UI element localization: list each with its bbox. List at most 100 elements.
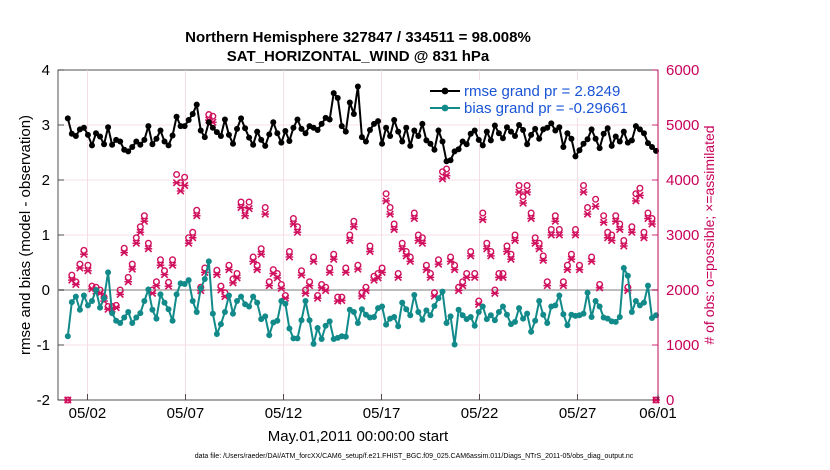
bias-point <box>133 314 140 321</box>
bias-point <box>350 309 357 315</box>
rmse-point <box>342 128 349 135</box>
chart-title: Northern Hemisphere 327847 / 334511 = 98… <box>185 29 531 46</box>
obs-possible-point <box>519 192 527 200</box>
obs-assimilated-point <box>112 303 120 312</box>
obs-assimilated-point <box>128 265 137 273</box>
rmse-point <box>225 131 232 138</box>
rmse-point <box>270 119 277 126</box>
obs-possible-point <box>386 203 394 211</box>
bias-point <box>358 306 365 313</box>
y2-axis-label: # of obs: o=possible; ×=assimilated <box>701 125 717 344</box>
bias-point <box>165 306 172 313</box>
chart-subtitle: SAT_HORIZONTAL_WIND @ 831 hPa <box>227 48 490 65</box>
obs-possible-point <box>402 247 410 255</box>
rmse-point <box>278 139 285 146</box>
bias-point <box>564 322 571 329</box>
obs-assimilated-point <box>136 228 145 237</box>
rmse-point <box>346 99 353 106</box>
legend-bias-label: bias grand pr = -0.29661 <box>464 100 628 117</box>
bias-point <box>495 309 502 315</box>
rmse-point <box>653 147 660 154</box>
obs-possible-point <box>523 181 531 189</box>
obs-possible-point <box>515 181 523 189</box>
rmse-point <box>205 119 212 126</box>
x-tick-label: 05/17 <box>363 405 401 422</box>
bias-point <box>532 317 539 324</box>
rmse-point <box>197 127 204 134</box>
bias-point <box>423 307 430 314</box>
bias-point <box>68 299 75 306</box>
rmse-point <box>193 101 200 108</box>
obs-assimilated-point <box>132 239 141 248</box>
bias-point <box>399 299 406 306</box>
rmse-point <box>117 138 124 145</box>
obs-possible-point <box>616 220 624 228</box>
rmse-point <box>326 116 333 123</box>
bias-point <box>310 340 317 347</box>
obs-assimilated-point <box>426 273 435 282</box>
bias-point <box>105 269 112 276</box>
obs-assimilated-point <box>382 197 390 205</box>
rmse-point <box>189 111 196 117</box>
obs-assimilated-point <box>503 247 511 256</box>
rmse-point <box>258 136 265 143</box>
rmse-point <box>467 130 474 137</box>
obs-assimilated-point <box>168 261 177 270</box>
rmse-point <box>560 144 567 150</box>
obs-assimilated-point <box>140 217 149 226</box>
obs-possible-point <box>205 111 213 119</box>
bias-point <box>467 313 474 320</box>
legend-bias-marker <box>441 104 449 112</box>
obs-possible-point <box>156 256 164 264</box>
bias-point <box>197 285 204 292</box>
obs-assimilated-point <box>160 270 169 279</box>
obs-assimilated-point <box>555 231 564 239</box>
rmse-point <box>564 130 571 137</box>
obs-count-layer <box>63 111 660 404</box>
bias-point <box>528 328 535 335</box>
bias-point <box>246 303 253 310</box>
rmse-point <box>620 128 627 135</box>
bias-point <box>225 292 232 299</box>
obs-possible-point <box>575 261 583 269</box>
rmse-point <box>532 125 539 132</box>
obs-assimilated-point <box>458 281 467 290</box>
bias-point <box>596 303 603 310</box>
bias-point <box>266 332 273 339</box>
obs-assimilated-point <box>76 264 84 272</box>
obs-assimilated-point <box>535 244 544 253</box>
bias-point <box>451 341 458 348</box>
obs-assimilated-point <box>462 273 471 282</box>
rmse-point <box>512 133 519 139</box>
rmse-point <box>242 125 249 132</box>
obs-possible-point <box>628 223 636 231</box>
obs-assimilated-point <box>289 220 298 228</box>
rmse-point <box>640 130 647 137</box>
obs-assimilated-point <box>559 281 568 290</box>
obs-assimilated-point <box>434 260 443 268</box>
rmse-point <box>302 130 309 137</box>
rmse-point <box>524 141 531 148</box>
legend[interactable]: rmse grand pr = 2.8249 bias grand pr = -… <box>426 80 650 118</box>
obs-possible-point <box>144 239 152 247</box>
rmse-point <box>608 142 615 149</box>
bias-point <box>632 298 639 304</box>
bias-point <box>189 298 196 304</box>
obs-assimilated-point <box>374 274 382 282</box>
rmse-point <box>266 131 273 138</box>
bias-point <box>141 298 148 304</box>
rmse-point <box>181 123 188 130</box>
bias-point <box>201 276 208 282</box>
rmse-point <box>548 120 555 127</box>
bias-point <box>149 306 156 313</box>
obs-assimilated-point <box>511 236 519 245</box>
tick-layer: -2 -1 0 1 2 3 4 0 1000 2000 3000 4000 5000 6000 05/02 0… <box>37 62 700 422</box>
obs-assimilated-point <box>152 281 161 290</box>
obs-possible-point <box>140 212 148 220</box>
obs-possible-point <box>636 184 644 192</box>
y-tick-label: 1 <box>42 227 50 244</box>
rmse-point <box>362 138 369 145</box>
obs-assimilated-point <box>563 265 572 274</box>
obs-possible-point <box>350 217 358 225</box>
